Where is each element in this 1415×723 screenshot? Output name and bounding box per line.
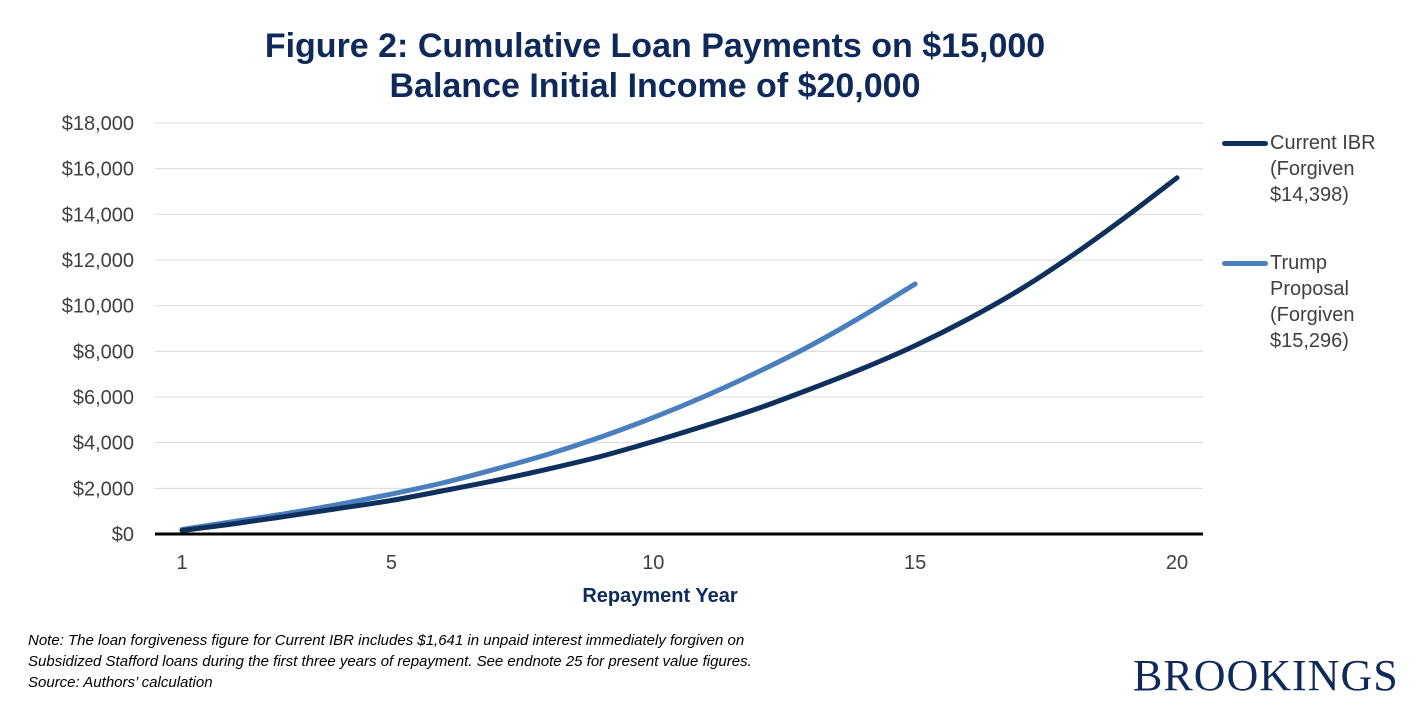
x-tick-label: 20 — [1166, 552, 1188, 574]
y-tick-label: $6,000 — [73, 387, 134, 409]
legend-label-current-ibr: Current IBR (Forgiven $14,398) — [1270, 130, 1415, 208]
x-tick-label: 5 — [386, 552, 397, 574]
legend-label-line: Trump — [1270, 252, 1328, 274]
y-axis-tick-labels: $0 $2,000 $4,000 $6,000 $8,000 $10,000 $12,000… — [62, 113, 134, 546]
y-tick-label: $0 — [112, 524, 134, 546]
legend-swatch-trump-proposal — [1222, 261, 1268, 266]
brookings-logo: BROOKINGS — [1133, 651, 1399, 700]
y-tick-label: $10,000 — [62, 296, 134, 318]
legend-label-line: $14,398) — [1270, 184, 1349, 206]
chart-note: Note: The loan forgiveness figure for Cu… — [28, 630, 978, 693]
series-lines — [179, 175, 1180, 534]
x-tick-label: 10 — [642, 552, 664, 574]
legend-label-line: $15,296) — [1270, 330, 1349, 352]
legend-label-line: Proposal — [1270, 278, 1349, 300]
chart-title: Figure 2: Cumulative Loan Payments on $1… — [150, 26, 1160, 106]
legend-swatch-current-ibr — [1222, 141, 1268, 146]
legend-label-trump-proposal: Trump Proposal (Forgiven $15,296) — [1270, 250, 1415, 354]
series-line-1 — [179, 281, 918, 532]
y-tick-label: $12,000 — [62, 250, 134, 272]
legend-label-line: (Forgiven — [1270, 304, 1355, 326]
y-tick-label: $16,000 — [62, 159, 134, 181]
legend-label-line: Current IBR — [1270, 132, 1376, 154]
y-tick-label: $4,000 — [73, 433, 134, 455]
gridlines — [155, 122, 1203, 489]
x-axis-tick-labels: 1 5 10 15 20 — [176, 552, 1188, 574]
note-line-1: Note: The loan forgiveness figure for Cu… — [28, 632, 745, 649]
y-tick-label: $18,000 — [62, 113, 134, 135]
y-tick-label: $8,000 — [73, 341, 134, 363]
source-line: Source: Authors’ calculation — [28, 674, 213, 691]
series-line-0 — [179, 175, 1180, 534]
legend-label-line: (Forgiven — [1270, 158, 1355, 180]
y-tick-label: $14,000 — [62, 204, 134, 226]
y-tick-label: $2,000 — [73, 478, 134, 500]
x-tick-label: 15 — [904, 552, 926, 574]
chart-title-line-1: Figure 2: Cumulative Loan Payments on $1… — [264, 27, 1046, 65]
note-line-2: Subsidized Stafford loans during the fir… — [28, 653, 752, 670]
x-axis-title: Repayment Year — [582, 585, 737, 607]
chart-title-line-2: Balance Initial Income of $20,000 — [389, 67, 921, 105]
x-tick-label: 1 — [176, 552, 187, 574]
